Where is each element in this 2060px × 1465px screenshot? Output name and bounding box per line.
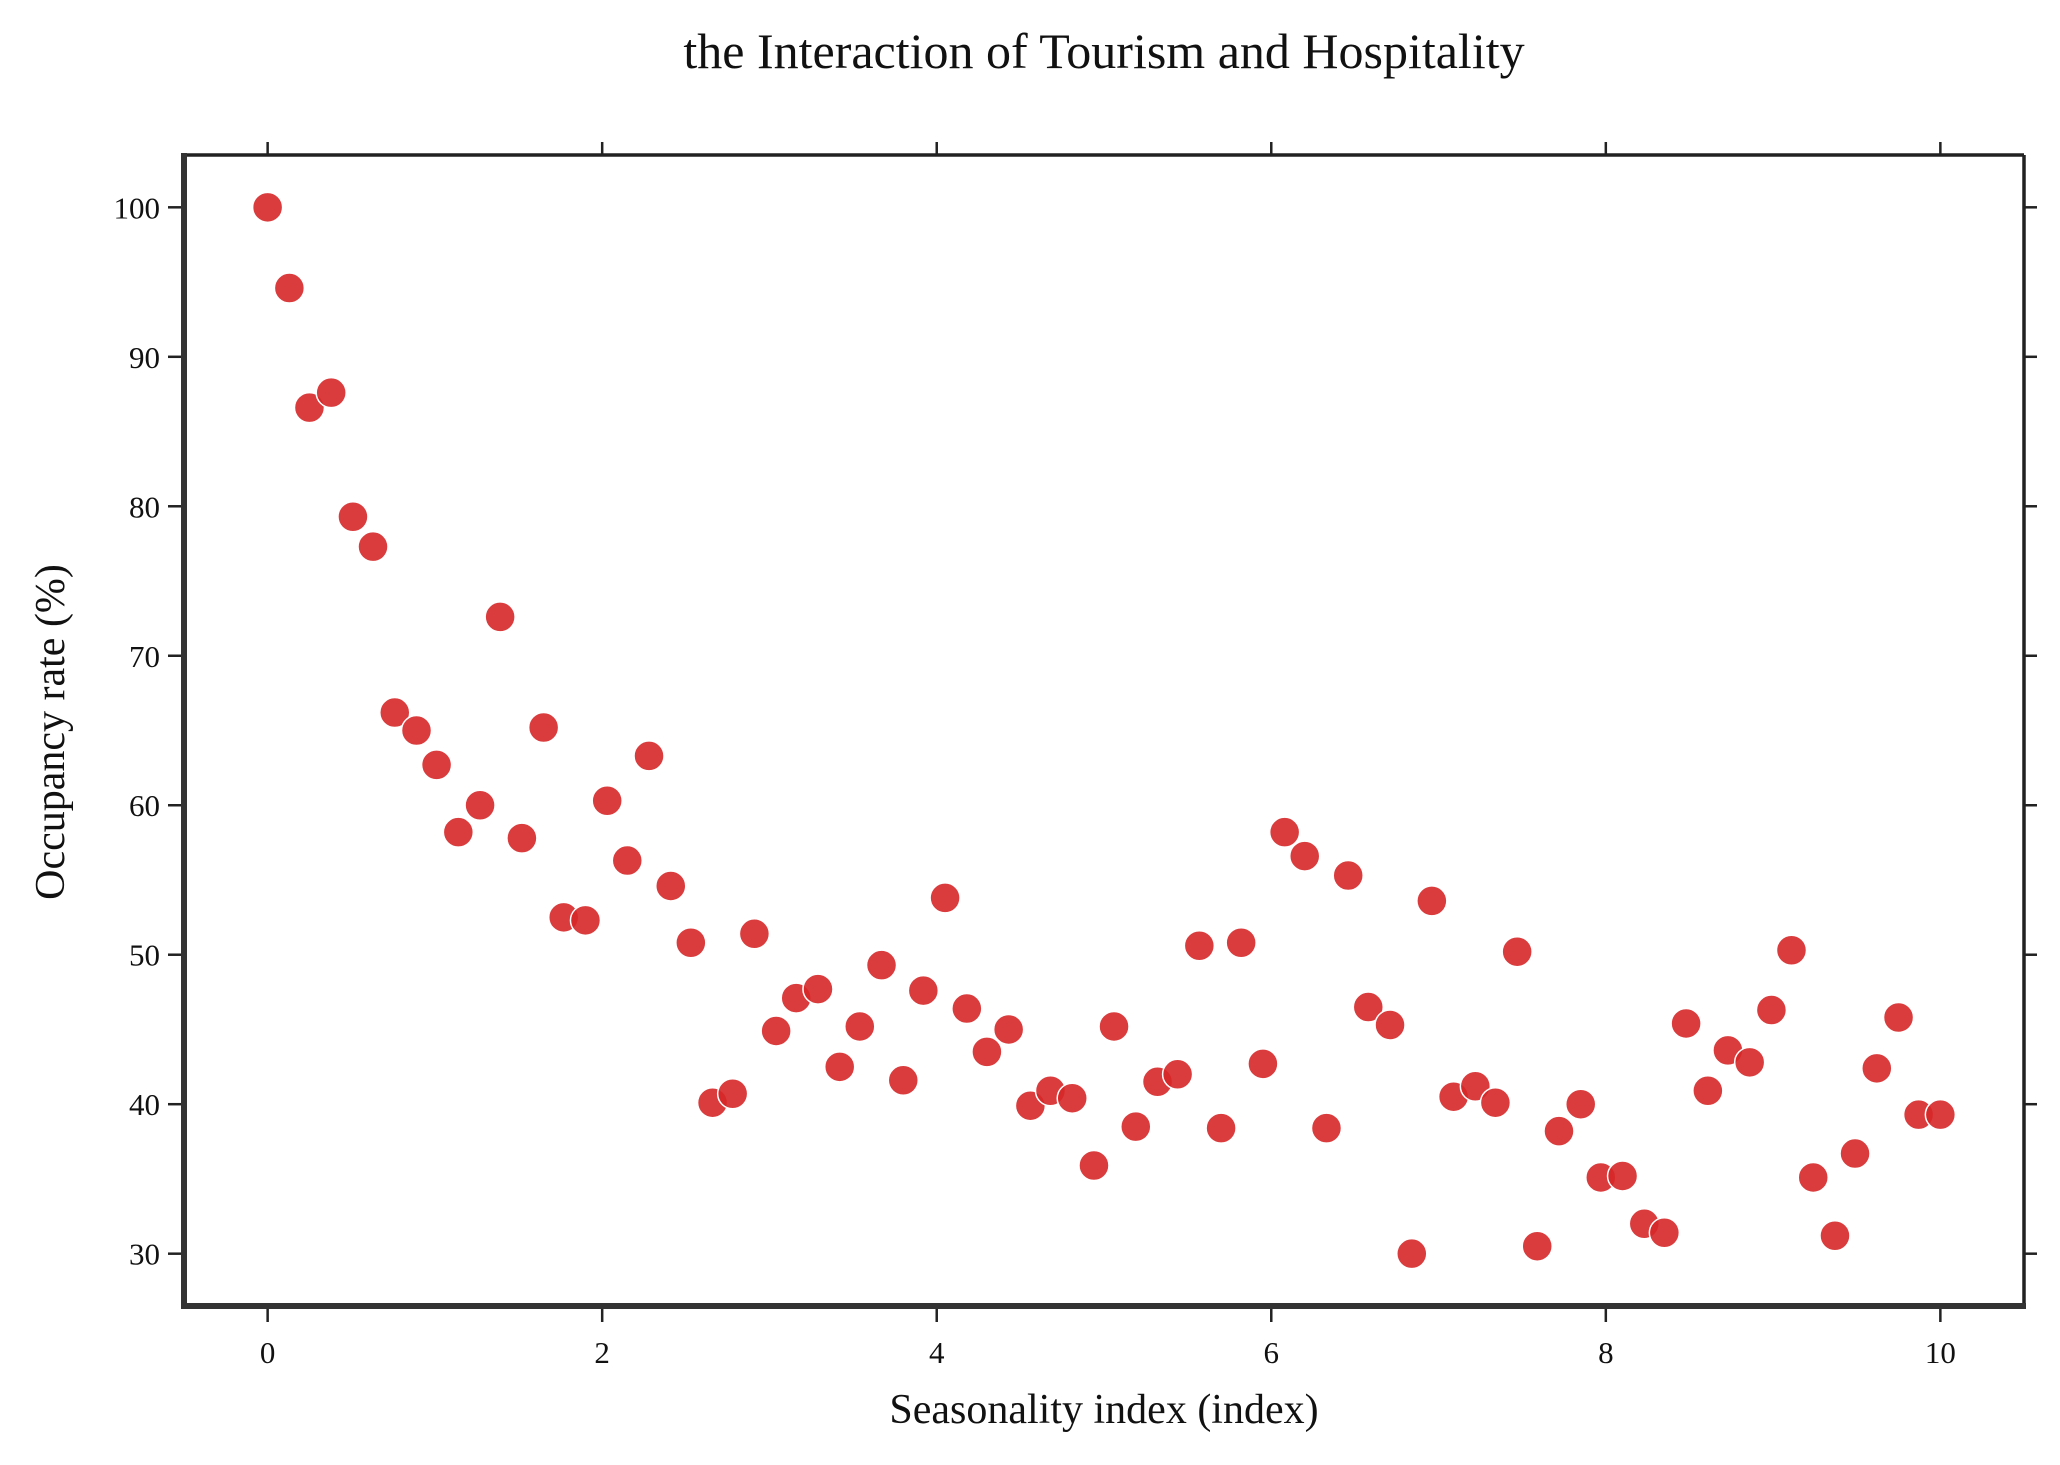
data-point: [992, 1013, 1025, 1046]
data-point: [1396, 1237, 1428, 1270]
data-point: [633, 740, 665, 772]
y-tick-label: 100: [114, 190, 161, 225]
data-point: [1692, 1074, 1724, 1107]
data-point: [293, 391, 326, 424]
data-point: [823, 1051, 856, 1083]
x-tick-label: 8: [1598, 1335, 1614, 1370]
data-point: [464, 789, 496, 821]
data-point: [1416, 885, 1448, 917]
data-point: [420, 749, 453, 781]
x-tick-label: 6: [1264, 1335, 1280, 1370]
data-point: [1775, 934, 1808, 966]
data-point: [1648, 1217, 1681, 1249]
data-point: [716, 1077, 749, 1110]
data-point: [506, 822, 538, 854]
data-point: [1479, 1086, 1512, 1119]
data-point: [527, 711, 560, 744]
chart-title: the Interaction of Tourism and Hospitali…: [683, 23, 1524, 79]
data-point: [802, 973, 834, 1005]
data-point: [1521, 1230, 1553, 1262]
data-point: [907, 974, 940, 1007]
data-point: [273, 272, 306, 304]
data-point: [1564, 1088, 1597, 1120]
data-point: [1183, 930, 1216, 962]
y-axis-ticks: 30 40 50 60 70 80 90 100: [114, 190, 2037, 1272]
data-point: [1755, 994, 1788, 1026]
y-tick-label: 50: [129, 938, 160, 973]
data-point: [1352, 991, 1385, 1023]
data-point: [611, 844, 644, 877]
data-points: [251, 191, 1957, 1270]
data-point: [442, 816, 475, 848]
data-point: [1120, 1110, 1152, 1143]
data-point: [675, 927, 707, 959]
data-point: [569, 904, 602, 937]
data-point: [1733, 1046, 1766, 1079]
data-point: [1161, 1058, 1194, 1091]
data-point: [760, 1015, 792, 1047]
data-point: [591, 785, 623, 817]
data-point: [1332, 859, 1364, 892]
y-axis-label: Occupancy rate (%): [28, 564, 74, 900]
y-tick-label: 30: [129, 1237, 160, 1272]
axes-frame: [181, 153, 2026, 1309]
data-point: [887, 1064, 920, 1097]
data-point: [1310, 1112, 1343, 1144]
data-point: [951, 992, 983, 1025]
x-tick-label: 0: [260, 1335, 276, 1370]
data-point: [1924, 1098, 1957, 1131]
data-point: [400, 714, 433, 747]
data-point: [1501, 935, 1533, 968]
x-tick-label: 4: [929, 1335, 945, 1370]
data-point: [929, 882, 961, 914]
data-point: [1670, 1007, 1702, 1040]
data-point: [1861, 1052, 1893, 1085]
data-point: [315, 376, 347, 409]
data-point: [337, 500, 369, 533]
data-point: [1819, 1219, 1851, 1252]
data-point: [1247, 1048, 1279, 1080]
x-axis-ticks: 0 2 4 6 8 10: [260, 142, 1956, 1370]
y-tick-label: 80: [129, 489, 160, 524]
data-point: [357, 530, 389, 563]
y-tick-label: 40: [129, 1087, 160, 1122]
y-tick-label: 90: [129, 340, 160, 375]
data-point: [865, 949, 898, 981]
data-point: [379, 696, 411, 729]
data-point: [655, 870, 687, 902]
data-point: [1225, 927, 1257, 959]
data-point: [1543, 1115, 1575, 1147]
data-point: [1098, 1010, 1130, 1043]
x-tick-label: 2: [594, 1335, 610, 1370]
data-point: [1374, 1009, 1406, 1041]
data-point: [1882, 1001, 1915, 1034]
data-point: [738, 918, 771, 950]
data-point: [1056, 1082, 1088, 1114]
data-point: [251, 191, 284, 224]
data-point: [1797, 1161, 1829, 1194]
x-axis-label: Seasonality index (index): [889, 1387, 1318, 1433]
data-point: [484, 601, 516, 633]
data-point: [1205, 1112, 1237, 1144]
data-point: [1288, 840, 1321, 872]
data-point: [1606, 1160, 1639, 1192]
y-tick-label: 70: [129, 639, 160, 674]
data-point: [1078, 1149, 1110, 1182]
y-tick-label: 60: [129, 788, 160, 823]
data-point: [844, 1010, 876, 1043]
data-point: [1839, 1137, 1871, 1170]
data-point: [1268, 816, 1301, 848]
x-tick-label: 10: [1925, 1335, 1956, 1370]
data-point: [971, 1036, 1003, 1068]
